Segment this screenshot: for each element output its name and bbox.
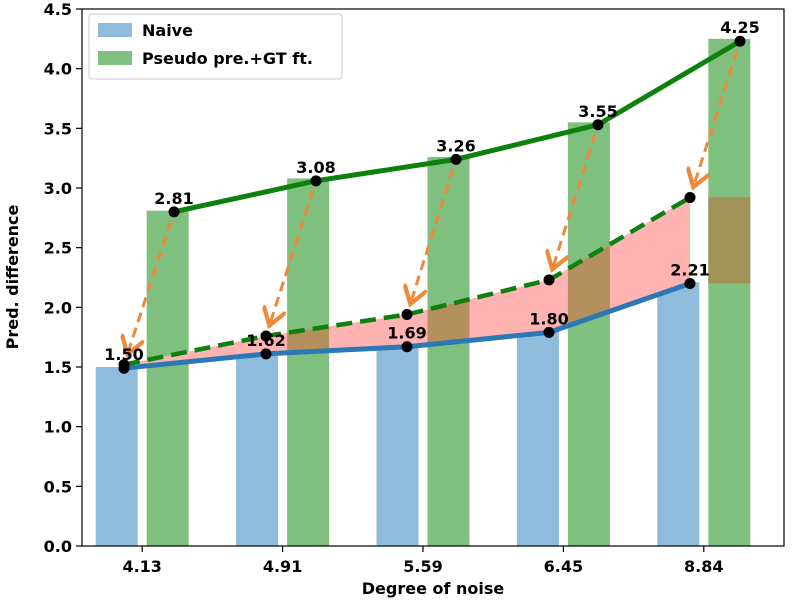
pseudo-value-label: 3.08 [296, 158, 335, 177]
legend-box [88, 13, 343, 80]
y-tick-label: 3.0 [44, 179, 72, 198]
y-tick-label: 3.5 [44, 119, 72, 138]
overlap-region [427, 299, 470, 345]
bar-naive [376, 344, 419, 546]
target-point [543, 274, 555, 286]
naive-point [401, 341, 413, 353]
bar-pseudo [287, 178, 330, 546]
plot-frame [81, 8, 785, 547]
x-tick-label: 5.59 [403, 557, 442, 576]
y-tick-label: 4.5 [44, 0, 72, 19]
y-tick-label: 1.5 [44, 358, 72, 377]
y-tick-label: 0.0 [44, 537, 72, 556]
bar-pseudo [146, 210, 189, 546]
naive-value-label: 1.50 [104, 345, 143, 364]
bar-pseudo [427, 156, 470, 546]
y-axis-title: Pred. difference [3, 204, 22, 349]
shift-arrow [128, 220, 173, 351]
pseudo-point [310, 175, 322, 187]
x-axis-title: Degree of noise [362, 579, 505, 598]
pseudo-point [168, 206, 180, 218]
plot-area: 0.0 0.5 1.0 1.5 2.0 2.5 3.0 3.5 4.0 4.5 4.13 4.91 5.… [44, 0, 760, 576]
pseudo-value-label: 2.81 [154, 189, 193, 208]
legend: Naive Pseudo pre.+GT ft. [88, 13, 343, 80]
y-tick-label: 2.0 [44, 298, 72, 317]
pseudo-value-label: 3.26 [436, 136, 475, 155]
legend-label-naive: Naive [142, 21, 193, 40]
bar-pseudo [567, 122, 610, 546]
naive-value-label: 1.80 [529, 309, 568, 328]
shift-arrow [411, 168, 455, 301]
y-tick-label: 2.5 [44, 239, 72, 258]
naive-point [684, 277, 696, 289]
x-tick-label: 6.45 [544, 557, 583, 576]
shift-arrow [694, 50, 739, 184]
y-tick-label: 0.5 [44, 477, 72, 496]
pseudo-value-label: 3.55 [578, 102, 617, 121]
bar-naive [236, 352, 279, 546]
legend-swatch-naive [98, 23, 132, 37]
legend-label-pseudo: Pseudo pre.+GT ft. [142, 49, 313, 68]
x-tick-label: 4.13 [122, 557, 161, 576]
legend-swatch-pseudo [98, 51, 132, 65]
naive-value-label: 2.21 [670, 260, 709, 279]
bar-naive [95, 367, 138, 546]
naive-point [543, 326, 555, 338]
y-tick-label: 4.0 [44, 60, 72, 79]
target-dashed-line [123, 195, 692, 367]
bar-naive [657, 282, 700, 546]
target-point [260, 330, 272, 342]
shift-arrow [553, 133, 597, 266]
overlap-region [708, 197, 751, 284]
pseudo-point [592, 119, 604, 131]
naive-value-label: 1.69 [387, 324, 426, 343]
target-point [401, 308, 413, 320]
pseudo-value-label: 4.25 [720, 18, 759, 37]
bar-naive [516, 331, 559, 546]
target-point [118, 359, 130, 371]
bar-pseudo [708, 38, 751, 546]
pseudo-point [734, 35, 746, 47]
pseudo-point [450, 153, 462, 165]
naive-value-label: 1.62 [246, 331, 285, 350]
shift-arrow [270, 189, 315, 322]
x-tick-label: 4.91 [263, 557, 302, 576]
x-tick-label: 8.84 [684, 557, 723, 576]
y-tick-label: 1.0 [44, 418, 72, 437]
target-point [684, 192, 696, 204]
improvement-region [124, 197, 690, 369]
naive-point [260, 348, 272, 360]
